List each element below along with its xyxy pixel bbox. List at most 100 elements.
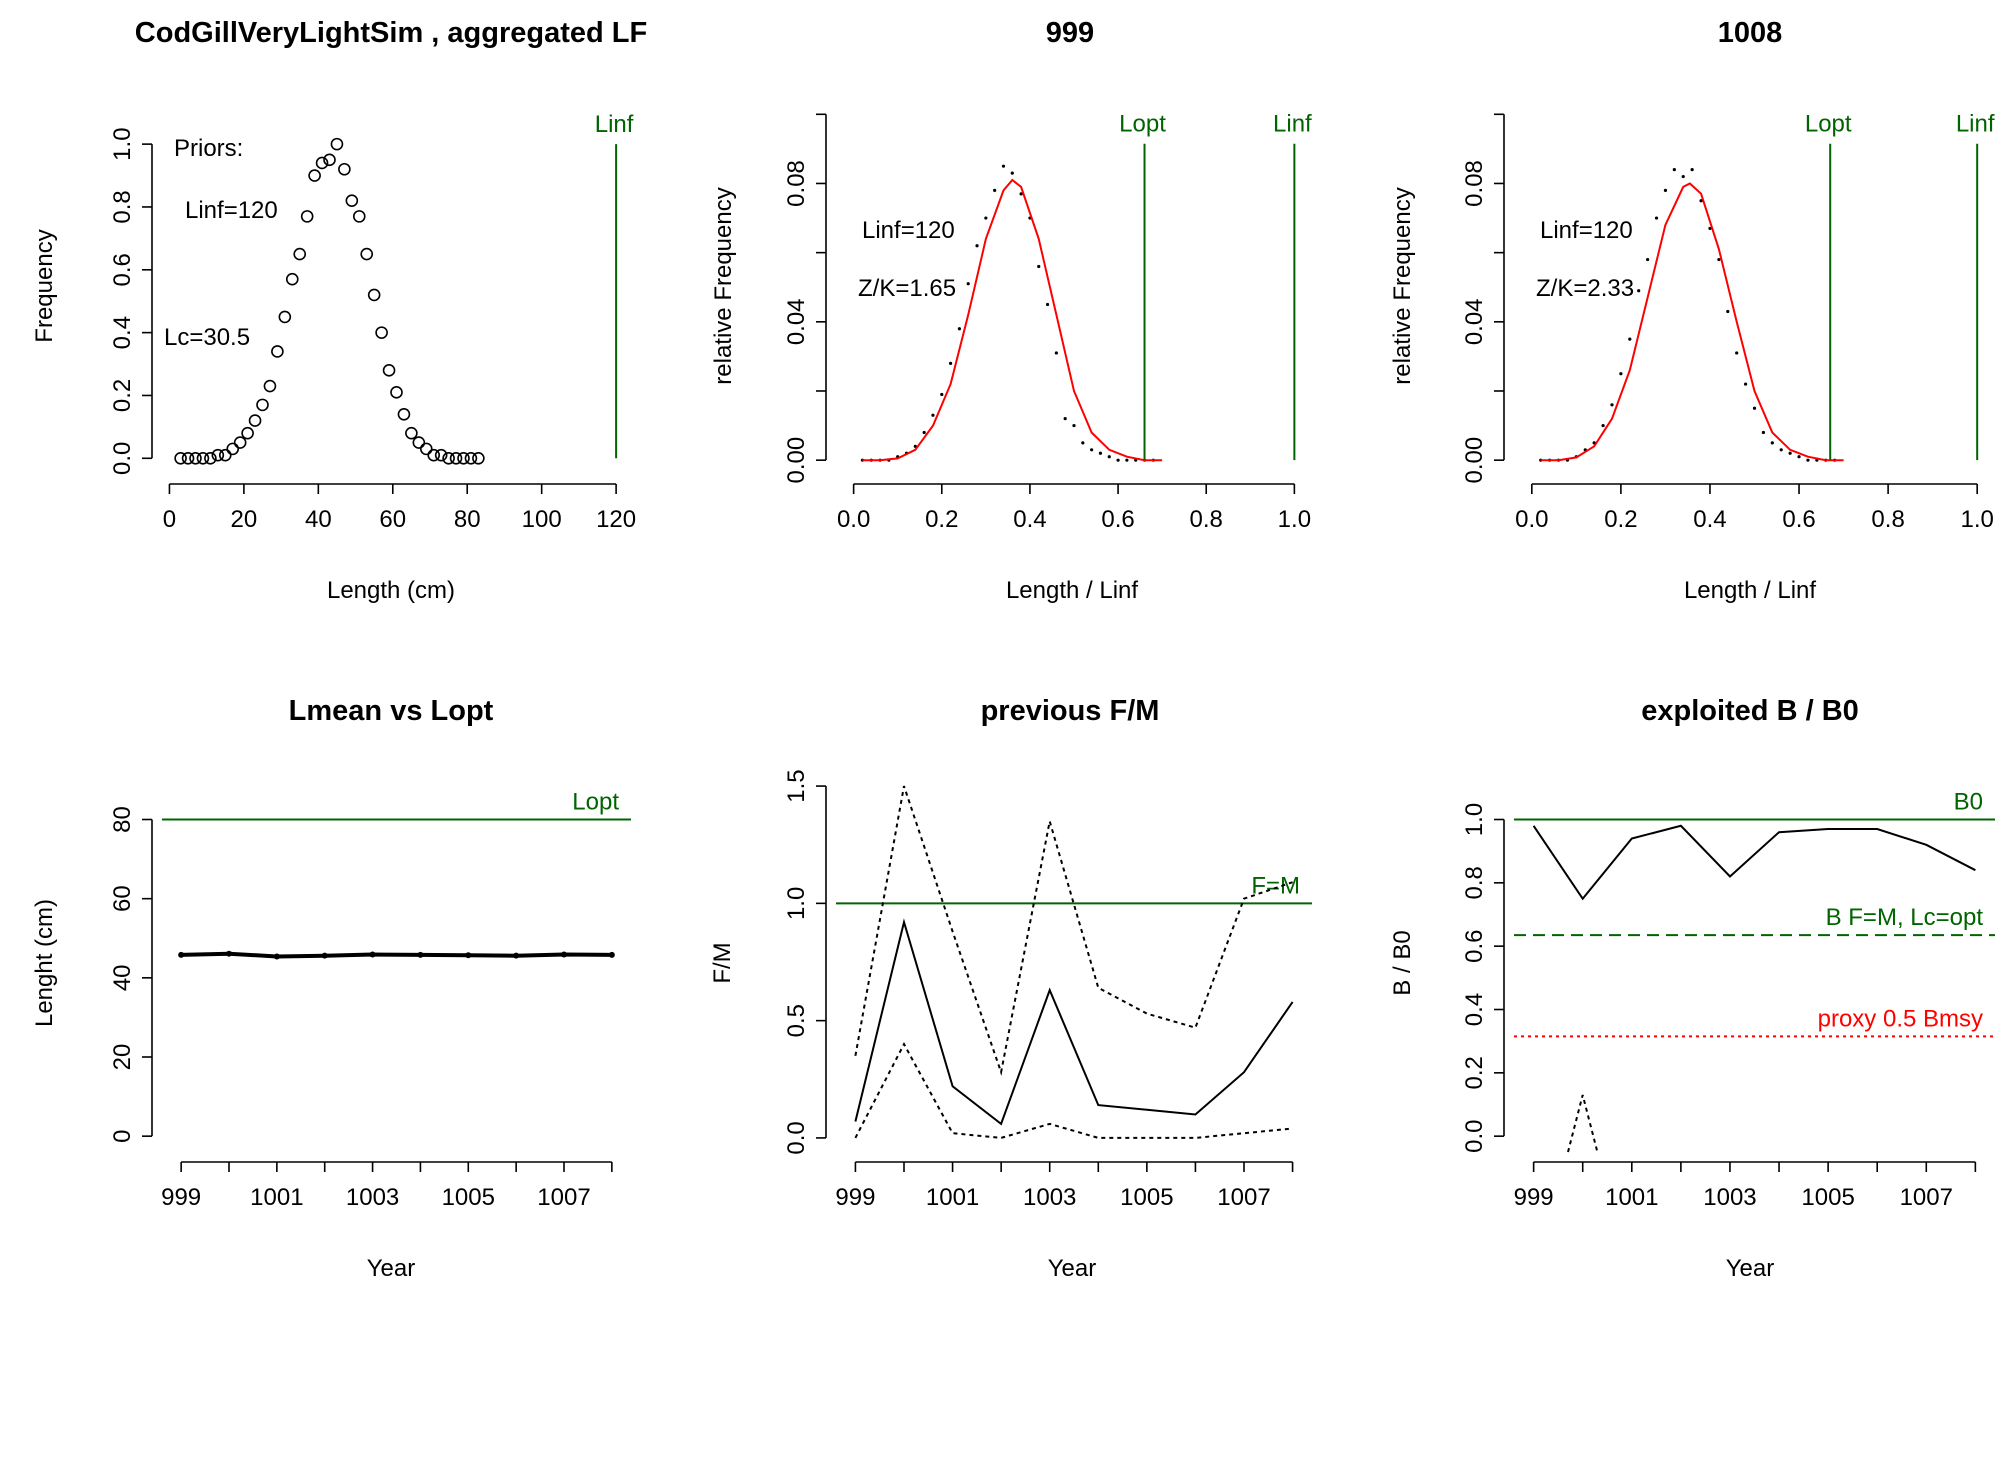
data-point bbox=[367, 288, 381, 302]
observed-point bbox=[1752, 406, 1757, 410]
reference-line-label: Linf bbox=[1956, 111, 1995, 138]
data-point bbox=[315, 156, 329, 170]
data-point bbox=[285, 272, 299, 286]
series-line bbox=[1567, 1094, 1599, 1153]
y-tick-label: 0.08 bbox=[783, 160, 810, 207]
series-point bbox=[513, 952, 520, 959]
x-axis-label: Length / Linf bbox=[1006, 577, 1138, 604]
x-axis-label: Year bbox=[367, 1255, 416, 1282]
observed-point bbox=[1663, 188, 1668, 192]
observed-point bbox=[1717, 257, 1721, 262]
x-tick-label: 0 bbox=[163, 506, 176, 533]
y-tick-label: 0.8 bbox=[1461, 866, 1488, 899]
observed-point bbox=[984, 216, 988, 220]
annotation-zk: Z/K=1.65 bbox=[858, 275, 956, 302]
data-point bbox=[189, 451, 202, 465]
reference-line-label: B0 bbox=[1954, 789, 1983, 816]
data-point bbox=[412, 436, 426, 449]
reference-line-label: Linf bbox=[1273, 111, 1312, 138]
observed-point bbox=[993, 188, 997, 192]
x-tick-label: 1001 bbox=[250, 1184, 303, 1211]
x-tick-label: 999 bbox=[835, 1184, 875, 1211]
observed-point bbox=[1788, 451, 1792, 455]
x-tick-label: 0.2 bbox=[1604, 506, 1637, 533]
y-tick-label: 0.00 bbox=[783, 437, 810, 484]
data-point bbox=[181, 451, 195, 465]
x-tick-label: 0.8 bbox=[1871, 506, 1904, 533]
x-axis-label: Length (cm) bbox=[327, 577, 455, 604]
y-tick-label: 20 bbox=[109, 1044, 136, 1071]
series-point bbox=[226, 950, 232, 957]
panel-title: CodGillVeryLightSim , aggregated LF bbox=[135, 17, 647, 49]
x-tick-label: 999 bbox=[1514, 1184, 1554, 1211]
y-tick-label: 0.0 bbox=[109, 442, 136, 475]
data-point bbox=[427, 448, 441, 462]
x-tick-label: 0.4 bbox=[1013, 506, 1046, 533]
observed-point bbox=[1770, 441, 1774, 445]
y-tick-label: 0.04 bbox=[783, 298, 810, 345]
observed-point bbox=[1107, 455, 1111, 459]
x-tick-label: 40 bbox=[305, 506, 332, 533]
observed-point bbox=[1743, 382, 1748, 386]
annotation-zk: Z/K=2.33 bbox=[1536, 275, 1634, 302]
y-tick-label: 1.0 bbox=[1461, 803, 1488, 836]
reference-line-label: Lopt bbox=[1805, 111, 1852, 138]
x-tick-label: 60 bbox=[379, 506, 406, 533]
x-tick-label: 0.6 bbox=[1782, 506, 1815, 533]
panel-title: Lmean vs Lopt bbox=[289, 695, 494, 727]
reference-line-label: Lopt bbox=[572, 789, 619, 816]
observed-point bbox=[1654, 216, 1659, 220]
x-tick-label: 1007 bbox=[1900, 1184, 1953, 1211]
series-point bbox=[321, 952, 328, 959]
data-point bbox=[233, 436, 247, 449]
reference-line-label: proxy 0.5 Bmsy bbox=[1818, 1005, 1983, 1032]
data-point bbox=[419, 442, 433, 456]
panel-title: previous F/M bbox=[981, 695, 1160, 727]
observed-point bbox=[1619, 372, 1623, 376]
data-point bbox=[293, 247, 307, 261]
reference-line-label: Lopt bbox=[1119, 111, 1166, 138]
data-point bbox=[352, 210, 366, 223]
panel-999: 999 0.0 0.2 0.4 0.6 0.8 1.0 0.00 0.04 0.08 Lopt Li… bbox=[710, 17, 1312, 604]
fitted-curve bbox=[1540, 182, 1844, 462]
x-tick-label: 0.8 bbox=[1190, 506, 1223, 533]
y-tick-label: 0.2 bbox=[109, 379, 136, 412]
data-point bbox=[248, 414, 262, 427]
observed-point bbox=[922, 430, 926, 435]
observed-point bbox=[931, 413, 935, 417]
y-tick-label: 0.4 bbox=[109, 316, 136, 349]
x-tick-label: 1003 bbox=[1703, 1184, 1756, 1211]
x-tick-label: 80 bbox=[454, 506, 481, 533]
observed-point bbox=[1098, 451, 1103, 455]
data-point bbox=[345, 194, 359, 207]
annotation-linf: Linf=120 bbox=[185, 197, 278, 224]
data-point bbox=[442, 451, 455, 465]
series-point bbox=[608, 951, 615, 958]
x-tick-label: 1001 bbox=[1605, 1184, 1658, 1211]
series-point bbox=[178, 951, 185, 958]
x-tick-label: 1005 bbox=[442, 1184, 495, 1211]
panel-lmean-vs-lopt: Lmean vs Lopt 999 1001 1003 1005 1007 0 20 40 60… bbox=[31, 695, 631, 1282]
x-tick-label: 100 bbox=[522, 506, 562, 533]
data-point bbox=[405, 426, 418, 440]
series-point bbox=[465, 952, 472, 959]
observed-point bbox=[1063, 417, 1067, 421]
x-tick-label: 1003 bbox=[1023, 1184, 1076, 1211]
series-point bbox=[369, 951, 376, 958]
observed-point bbox=[1761, 430, 1766, 435]
series-line bbox=[181, 951, 612, 959]
observed-point bbox=[975, 244, 979, 248]
observed-point bbox=[1646, 257, 1650, 262]
data-point bbox=[196, 451, 210, 465]
x-tick-label: 1.0 bbox=[1960, 506, 1993, 533]
y-tick-label: 1.0 bbox=[783, 887, 810, 920]
y-tick-label: 40 bbox=[109, 964, 136, 991]
series-line bbox=[854, 1041, 1293, 1139]
series-line bbox=[1532, 824, 1976, 901]
y-tick-label: 0.6 bbox=[1461, 929, 1488, 962]
observed-point bbox=[1735, 351, 1739, 355]
y-tick-label: 1.5 bbox=[783, 769, 810, 802]
data-point bbox=[226, 442, 240, 456]
x-tick-label: 999 bbox=[161, 1184, 201, 1211]
